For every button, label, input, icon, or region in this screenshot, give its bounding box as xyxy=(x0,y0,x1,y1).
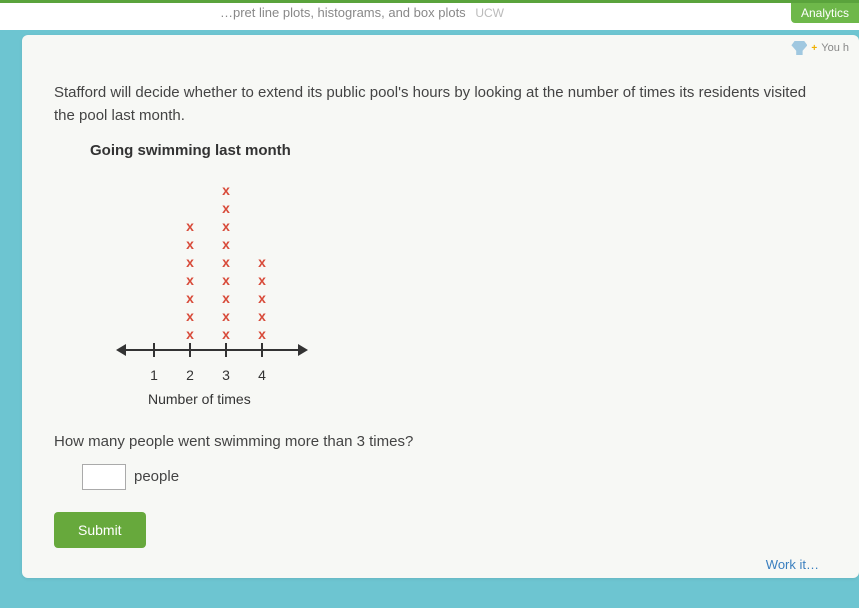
breadcrumb-bar: …pret line plots, histograms, and box pl… xyxy=(0,0,859,30)
x-mark-icon: x xyxy=(258,253,266,271)
x-mark-icon: x xyxy=(222,271,230,289)
x-mark-icon: x xyxy=(186,289,194,307)
plot-stack: xxxxxxxxx xyxy=(208,181,244,343)
tick-label: 1 xyxy=(136,367,172,383)
x-mark-icon: x xyxy=(222,217,230,235)
tick-mark xyxy=(261,343,263,357)
answer-row: people xyxy=(82,464,827,490)
x-mark-icon: x xyxy=(222,181,230,199)
x-mark-icon: x xyxy=(222,253,230,271)
plot-stack: xxxxxxx xyxy=(172,217,208,343)
x-mark-icon: x xyxy=(258,289,266,307)
x-mark-icon: x xyxy=(222,289,230,307)
achievement-badge: + You h xyxy=(791,41,849,55)
tick-label: 4 xyxy=(244,367,280,383)
badge-text: You h xyxy=(821,42,849,54)
x-mark-icon: x xyxy=(222,325,230,343)
analytics-tab[interactable]: Analytics xyxy=(791,3,859,23)
x-mark-icon: x xyxy=(186,271,194,289)
question-text: How many people went swimming more than … xyxy=(54,433,827,450)
plot-stack: xxxxx xyxy=(244,253,280,343)
work-it-link[interactable]: Work it… xyxy=(766,557,819,572)
breadcrumb-tag: UCW xyxy=(475,6,504,20)
axis-tick xyxy=(136,343,172,357)
axis-tick xyxy=(244,343,280,357)
tick-label: 2 xyxy=(172,367,208,383)
trophy-icon xyxy=(791,41,807,55)
x-mark-icon: x xyxy=(222,199,230,217)
x-mark-icon: x xyxy=(186,217,194,235)
x-mark-icon: x xyxy=(222,307,230,325)
axis-tick xyxy=(208,343,244,357)
tick-mark xyxy=(225,343,227,357)
tick-label: 3 xyxy=(208,367,244,383)
axis-arrow-right-icon xyxy=(298,344,308,356)
breadcrumb-text: …pret line plots, histograms, and box pl… xyxy=(220,5,466,20)
problem-intro: Stafford will decide whether to extend i… xyxy=(54,81,827,128)
axis-tick-labels: 1234 xyxy=(136,367,324,383)
tick-mark xyxy=(189,343,191,357)
tick-mark xyxy=(153,343,155,357)
axis-ticks xyxy=(136,343,280,357)
x-mark-icon: x xyxy=(186,235,194,253)
x-mark-icon: x xyxy=(258,271,266,289)
problem-card: + You h Stafford will decide whether to … xyxy=(22,35,859,578)
answer-input[interactable] xyxy=(82,464,126,490)
submit-button[interactable]: Submit xyxy=(54,512,146,548)
x-mark-icon: x xyxy=(186,253,194,271)
axis-title: Number of times xyxy=(148,391,324,407)
line-plot: xxxxxxxxxxxxxxxxxxxxx 1234 Number of tim… xyxy=(124,173,324,407)
plot-title: Going swimming last month xyxy=(90,142,827,159)
axis-tick xyxy=(172,343,208,357)
plot-stacks: xxxxxxxxxxxxxxxxxxxxx xyxy=(124,173,324,343)
plus-icon: + xyxy=(811,43,817,54)
x-mark-icon: x xyxy=(222,235,230,253)
x-mark-icon: x xyxy=(258,307,266,325)
x-mark-icon: x xyxy=(186,307,194,325)
x-mark-icon: x xyxy=(258,325,266,343)
answer-unit: people xyxy=(134,468,179,485)
axis xyxy=(124,343,300,363)
x-mark-icon: x xyxy=(186,325,194,343)
